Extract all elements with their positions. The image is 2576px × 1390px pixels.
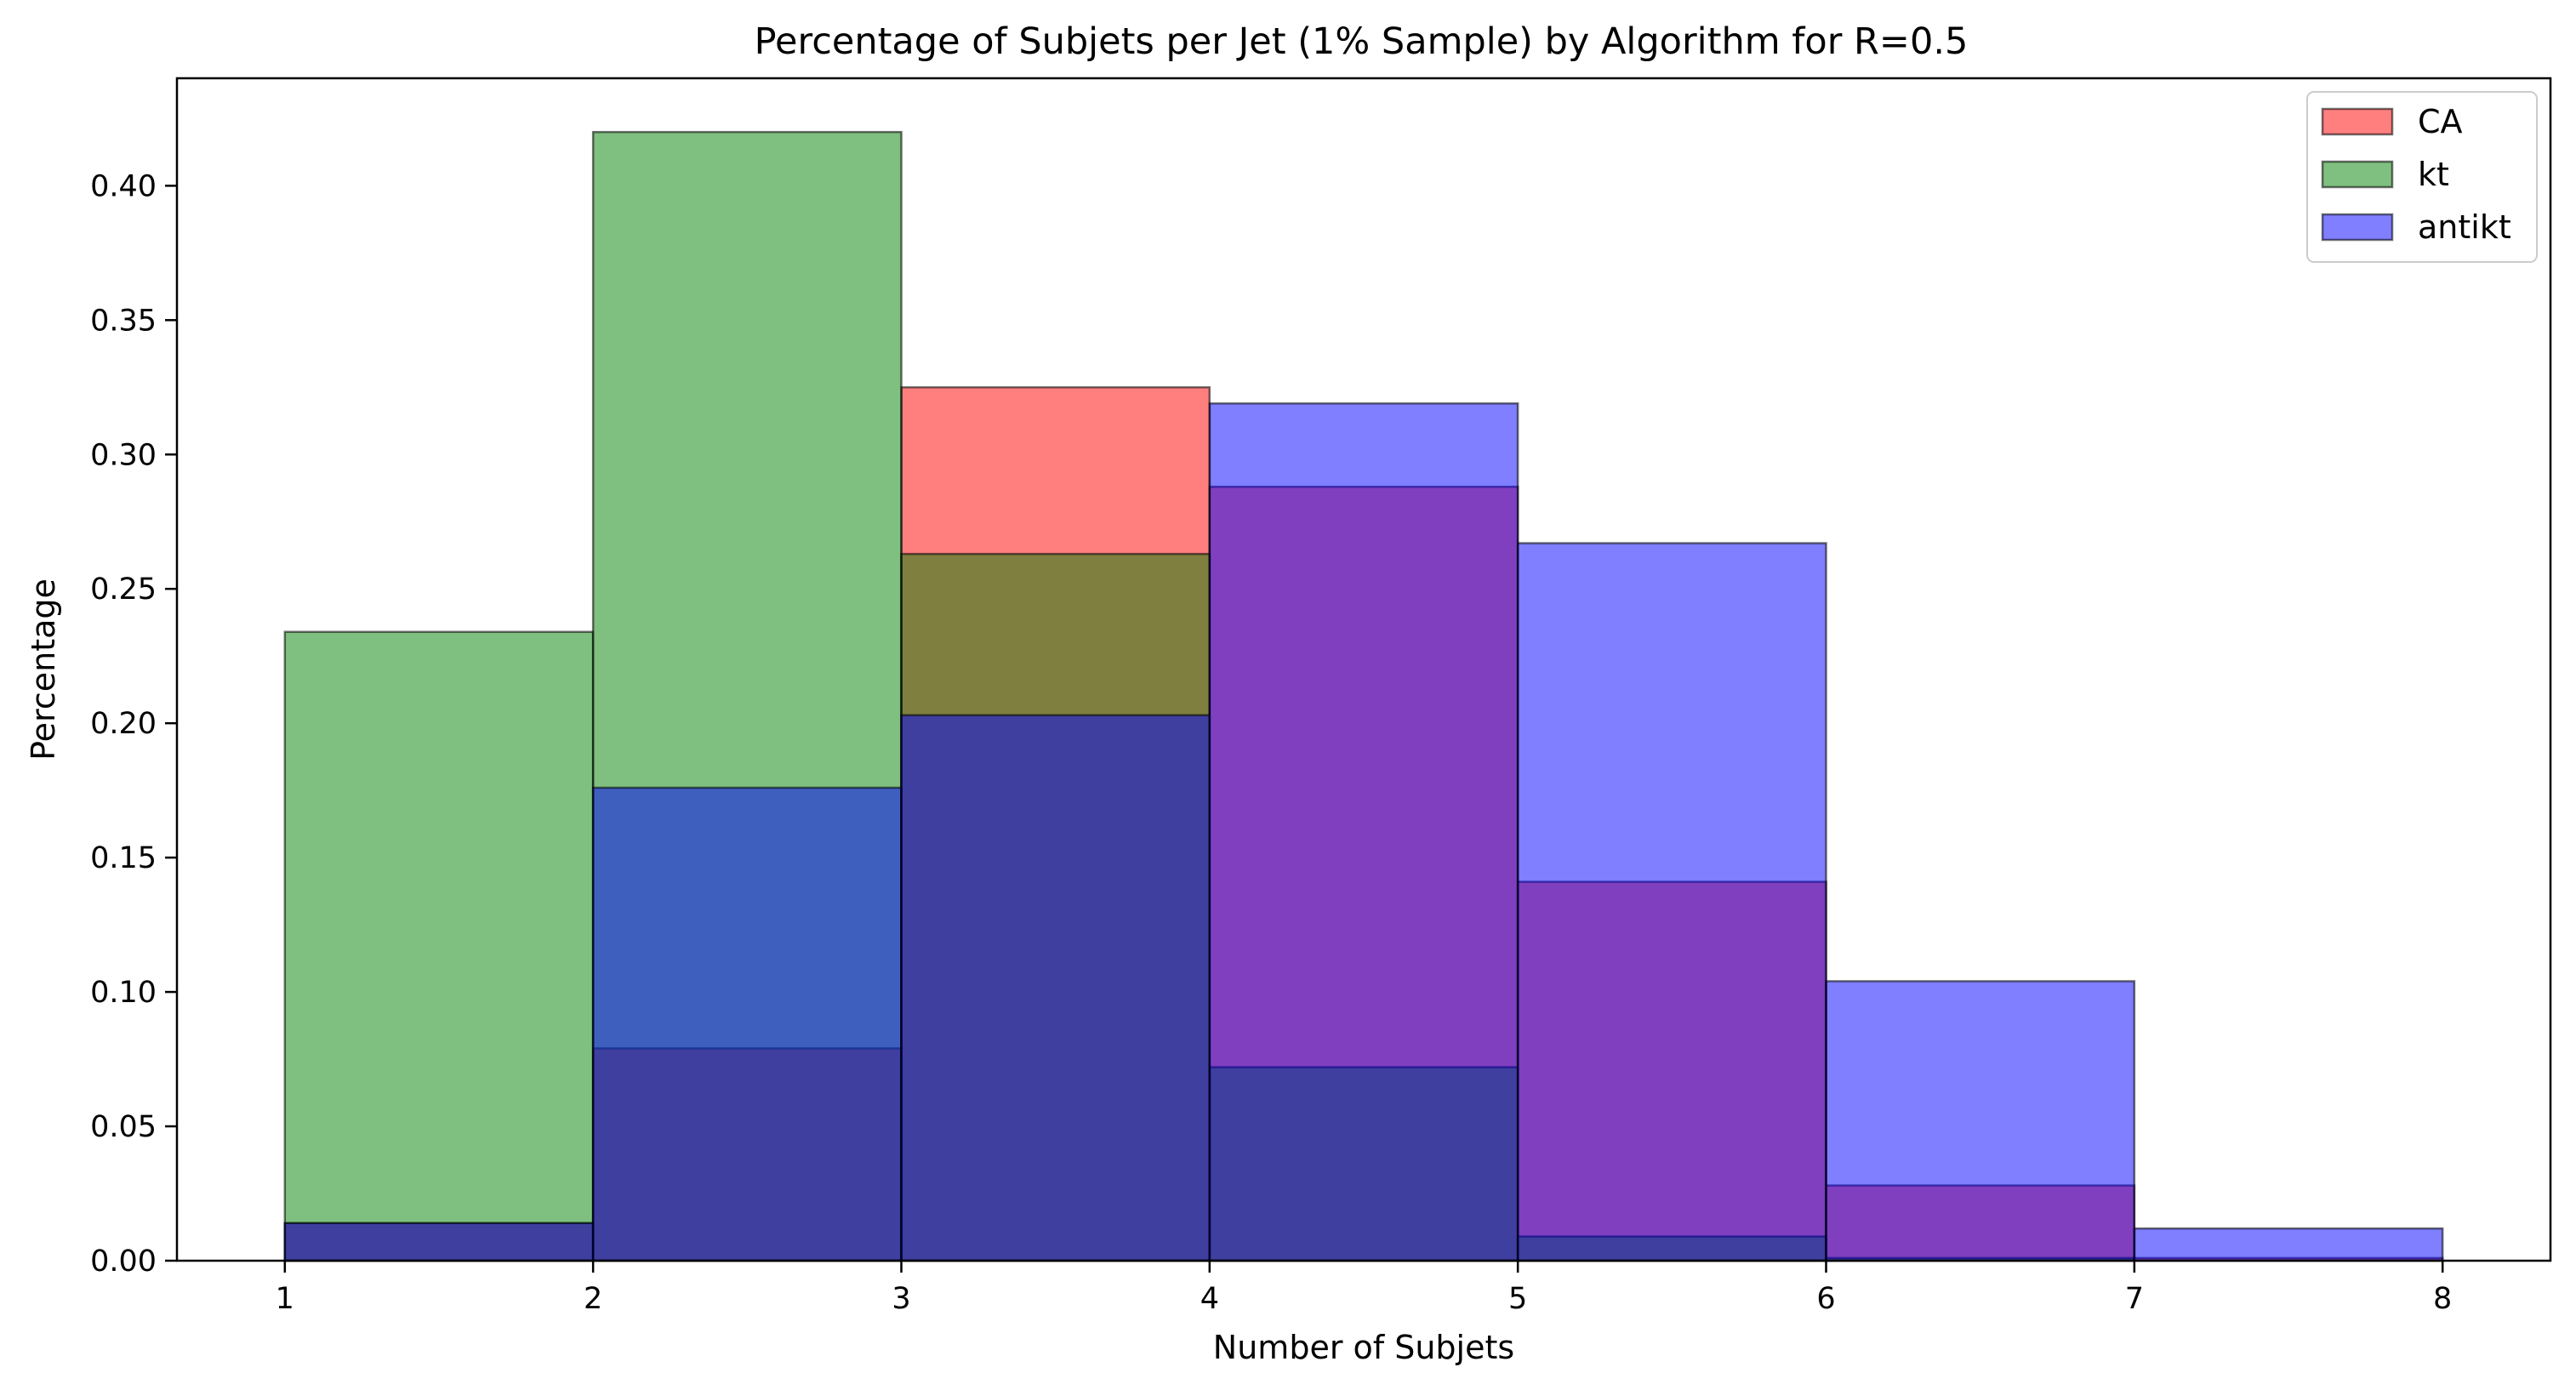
legend-label-antikt: antikt	[2418, 208, 2511, 246]
x-axis: 1 2 3 4 5 6 7 8	[276, 1261, 2452, 1316]
x-tick-label-3: 3	[892, 1282, 910, 1316]
y-tick-label-0.05: 0.05	[90, 1110, 157, 1144]
bars-layer	[283, 130, 2444, 1262]
y-tick-label-0.15: 0.15	[90, 841, 157, 875]
legend-swatch-antikt	[2321, 213, 2394, 242]
y-tick-label-0.35: 0.35	[90, 304, 157, 338]
x-axis-label: Number of Subjets	[1213, 1329, 1514, 1366]
bar-antikt-bin-7	[2133, 1227, 2444, 1262]
x-tick-label-1: 1	[276, 1282, 294, 1316]
y-axis-label: Percentage	[25, 578, 62, 761]
bar-kt-bin-1	[283, 630, 595, 1262]
chart-title: Percentage of Subjets per Jet (1% Sample…	[755, 20, 1969, 63]
y-tick-label-0.30: 0.30	[90, 438, 157, 472]
x-tick-label-6: 6	[1816, 1282, 1835, 1316]
x-tick-label-8: 8	[2433, 1282, 2452, 1316]
plot-frame	[175, 77, 2552, 1262]
y-tick-label-0.25: 0.25	[90, 573, 157, 607]
bar-antikt-bin-4	[1208, 402, 1519, 1262]
x-tick-label-5: 5	[1508, 1282, 1527, 1316]
legend-label-CA: CA	[2418, 103, 2463, 140]
legend-swatch-CA	[2321, 107, 2394, 136]
y-tick-label-0.00: 0.00	[90, 1245, 157, 1279]
bar-antikt-bin-6	[1825, 980, 2136, 1262]
legend-swatch-kt	[2321, 160, 2394, 189]
bar-antikt-bin-1	[283, 1222, 595, 1262]
y-axis: 0.00 0.05 0.10 0.15 0.20 0.25 0.30 0.35 0.40	[90, 169, 177, 1279]
x-tick-label-4: 4	[1200, 1282, 1219, 1316]
bar-antikt-bin-5	[1516, 542, 1827, 1262]
y-tick-label-0.10: 0.10	[90, 976, 157, 1010]
y-tick-label-0.40: 0.40	[90, 169, 157, 203]
x-tick-label-7: 7	[2125, 1282, 2144, 1316]
legend-label-kt: kt	[2418, 156, 2449, 193]
x-tick-label-2: 2	[584, 1282, 602, 1316]
y-tick-label-0.20: 0.20	[90, 707, 157, 741]
legend: CA kt antikt	[2306, 91, 2538, 263]
bar-antikt-bin-2	[591, 786, 903, 1262]
bar-antikt-bin-3	[900, 714, 1211, 1262]
